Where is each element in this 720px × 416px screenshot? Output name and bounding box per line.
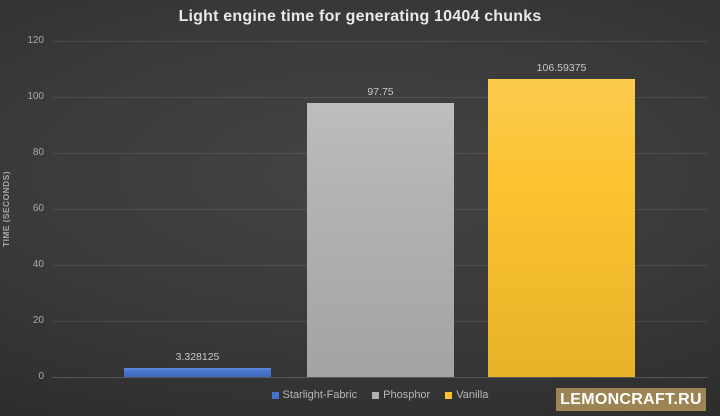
y-tick-label-40: 40 — [32, 259, 44, 270]
value-label-phosphor: 97.75 — [367, 86, 394, 99]
bar-starlight-fabric — [124, 367, 271, 377]
chart-title: Light engine time for generating 10404 c… — [178, 8, 542, 25]
gridline-0 — [52, 377, 708, 378]
y-tick-label-120: 120 — [27, 35, 44, 46]
legend-item-starlight-fabric: Starlight-Fabric — [271, 389, 358, 401]
legend-label-phosphor: Phosphor — [383, 389, 431, 401]
gridline-120 — [52, 41, 708, 42]
bar-phosphor — [307, 103, 454, 377]
legend-label-starlight-fabric: Starlight-Fabric — [282, 389, 358, 401]
legend-item-vanilla: Vanilla — [445, 389, 488, 401]
legend-item-phosphor: Phosphor — [372, 389, 430, 401]
y-tick-label-60: 60 — [32, 203, 44, 214]
watermark-lemoncraft: LEMONCRAFT.RU — [556, 388, 706, 411]
bar-vanilla — [488, 78, 635, 377]
legend-swatch-icon-phosphor — [372, 391, 380, 399]
legend-label-vanilla: Vanilla — [456, 389, 489, 401]
y-tick-label-80: 80 — [32, 147, 44, 158]
value-label-vanilla: 106.59375 — [536, 61, 587, 74]
y-tick-label-0: 0 — [38, 371, 44, 382]
legend: Starlight-Fabric Phosphor Vanilla — [52, 389, 708, 401]
gridline-100 — [52, 97, 708, 98]
y-tick-label-100: 100 — [27, 91, 44, 102]
y-tick-label-20: 20 — [32, 315, 44, 326]
legend-swatch-icon-starlight-fabric — [271, 391, 279, 399]
legend-swatch-icon-vanilla — [445, 391, 453, 399]
value-label-starlight-fabric: 3.328125 — [175, 350, 220, 363]
